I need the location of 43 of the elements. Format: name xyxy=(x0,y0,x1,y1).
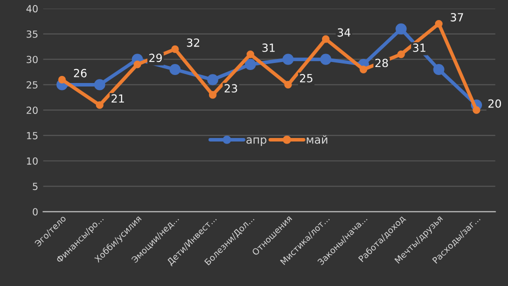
y-tick-label: 30 xyxy=(26,56,38,64)
data-label: 20 xyxy=(488,99,501,108)
point xyxy=(169,64,181,76)
point xyxy=(171,45,179,54)
point xyxy=(282,54,294,65)
point xyxy=(396,23,407,34)
y-tick-label: 10 xyxy=(27,157,38,165)
point xyxy=(434,20,443,28)
data-label: 25 xyxy=(300,74,312,82)
y-tick-label: 15 xyxy=(27,132,38,140)
y-tick-label: 5 xyxy=(32,182,38,190)
point xyxy=(58,76,66,84)
data-label: 37 xyxy=(450,13,464,22)
point xyxy=(322,35,330,43)
y-tick-label: 20 xyxy=(26,106,38,114)
point xyxy=(94,79,106,90)
data-label: 31 xyxy=(413,44,426,52)
data-label: 34 xyxy=(338,28,350,37)
point xyxy=(320,54,332,65)
data-label: 23 xyxy=(224,84,238,93)
point xyxy=(360,66,368,74)
data-label: 31 xyxy=(262,44,275,52)
data-label: 28 xyxy=(375,58,388,68)
point xyxy=(284,80,292,89)
y-tick-label: 35 xyxy=(26,30,38,38)
point xyxy=(134,60,142,68)
y-tick-label: 40 xyxy=(26,5,38,12)
point xyxy=(433,64,444,76)
data-label: 26 xyxy=(74,68,87,78)
data-label: 21 xyxy=(112,94,124,103)
data-label: 29 xyxy=(149,54,162,62)
point xyxy=(244,58,256,70)
data-label: 32 xyxy=(187,38,200,47)
legend-label: апр xyxy=(246,137,266,146)
legend-label: май xyxy=(306,135,328,144)
point xyxy=(208,91,217,99)
point xyxy=(207,74,218,86)
point xyxy=(246,50,254,58)
y-tick-label: 0 xyxy=(32,208,38,216)
point xyxy=(472,106,480,114)
point xyxy=(96,101,104,109)
point xyxy=(397,50,405,58)
y-tick-label: 25 xyxy=(26,81,38,89)
